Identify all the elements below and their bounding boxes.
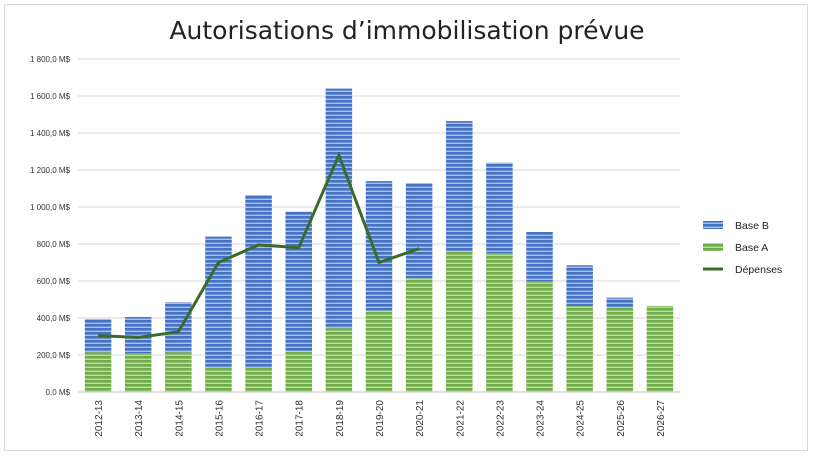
x-tick-label: 2024-25 <box>576 400 587 437</box>
bar-base-a <box>165 352 192 392</box>
x-tick-label: 2012-13 <box>94 400 105 437</box>
y-tick-label: 1 800,0 M$ <box>30 55 71 64</box>
y-tick-label: 600,0 M$ <box>37 277 71 286</box>
x-tick-label: 2016-17 <box>255 400 266 437</box>
bar-base-b <box>285 211 312 352</box>
x-tick-label: 2026-27 <box>656 400 667 437</box>
line-depenses <box>97 151 420 339</box>
legend-label: Base B <box>735 220 769 232</box>
x-axis-ticks: 2012-13 2013-14 2014-15 2015-16 2016-17 2017-… <box>78 391 680 437</box>
bar-base-b <box>165 302 192 353</box>
y-tick-label: 1 000,0 M$ <box>30 203 71 212</box>
x-tick-label: 2018-19 <box>335 400 346 437</box>
y-tick-label: 400,0 M$ <box>37 314 71 323</box>
bar-base-b <box>245 194 272 368</box>
bar-base-a <box>606 307 634 392</box>
legend-swatch <box>703 243 723 251</box>
x-tick-label: 2023-24 <box>536 400 547 437</box>
x-tick-label: 2020-21 <box>415 400 426 437</box>
bar-base-b <box>205 236 232 368</box>
y-axis-ticks: 0,0 M$ 200,0 M$ 400,0 M$ 600,0 M$ 800,0 M$ 1 … <box>30 55 71 397</box>
legend-label: Dépenses <box>735 264 782 276</box>
bar-base-a <box>566 305 593 392</box>
chart-title: Autorisations d’immobilisation prévue <box>169 16 645 45</box>
x-tick-label: 2015-16 <box>214 400 225 437</box>
bar-base-a <box>405 278 433 392</box>
bar-base-a <box>84 352 112 392</box>
x-tick-label: 2025-26 <box>616 400 627 437</box>
x-tick-label: 2013-14 <box>134 400 145 437</box>
line-series <box>97 151 420 339</box>
x-tick-label: 2019-20 <box>375 400 386 437</box>
bar-base-a <box>365 310 393 392</box>
bar-base-b <box>526 231 553 281</box>
bar-base-a <box>124 353 152 392</box>
bar-base-a <box>486 253 513 392</box>
bar-base-a <box>446 251 473 392</box>
legend-label: Base A <box>735 242 768 254</box>
bars <box>84 88 674 392</box>
y-tick-label: 800,0 M$ <box>37 240 71 249</box>
x-tick-label: 2021-22 <box>455 400 466 437</box>
bar-base-a <box>205 367 232 392</box>
legend: Base B Base A Dépenses <box>703 220 782 276</box>
x-tick-label: 2014-15 <box>174 400 185 437</box>
bar-base-a <box>646 305 674 392</box>
bar-base-b <box>486 162 513 254</box>
bar-base-b <box>325 88 353 329</box>
bar-base-b <box>606 297 634 308</box>
bar-base-a <box>285 351 312 392</box>
legend-swatch <box>703 221 723 229</box>
x-tick-label: 2017-18 <box>295 400 306 437</box>
y-tick-label: 200,0 M$ <box>37 351 71 360</box>
bar-base-b <box>446 120 473 252</box>
y-tick-label: 1 200,0 M$ <box>30 166 71 175</box>
y-tick-label: 1 600,0 M$ <box>30 92 71 101</box>
bar-base-a <box>325 328 353 392</box>
bar-base-b <box>405 182 433 279</box>
bar-base-b <box>365 181 393 311</box>
bar-base-a <box>245 367 272 392</box>
bar-base-a <box>526 281 553 392</box>
y-tick-label: 1 400,0 M$ <box>30 129 71 138</box>
y-tick-label: 0,0 M$ <box>46 388 71 397</box>
x-tick-label: 2022-23 <box>495 400 506 437</box>
bar-base-b <box>566 265 593 306</box>
